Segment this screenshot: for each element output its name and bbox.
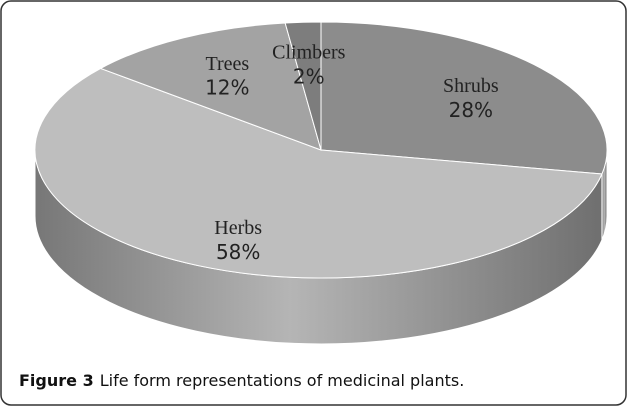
slice xyxy=(99,22,322,151)
slice-label: Shrubs xyxy=(443,75,499,97)
slice-value-label: 2% xyxy=(293,65,325,89)
slice-label: Trees xyxy=(205,53,249,75)
slice-value-label: 28% xyxy=(449,98,493,122)
caption-label: Figure 3 xyxy=(19,371,94,390)
slice-value-label: 12% xyxy=(205,76,249,100)
slice xyxy=(34,67,603,279)
slice xyxy=(320,21,608,175)
slice-value-label: 58% xyxy=(216,240,260,264)
caption: Figure 3 Life form representations of med… xyxy=(19,371,464,390)
slice-label: Climbers xyxy=(272,42,346,64)
slice-label: Herbs xyxy=(214,217,262,239)
caption-text: Life form representations of medicinal p… xyxy=(100,371,465,390)
slice xyxy=(284,21,322,151)
